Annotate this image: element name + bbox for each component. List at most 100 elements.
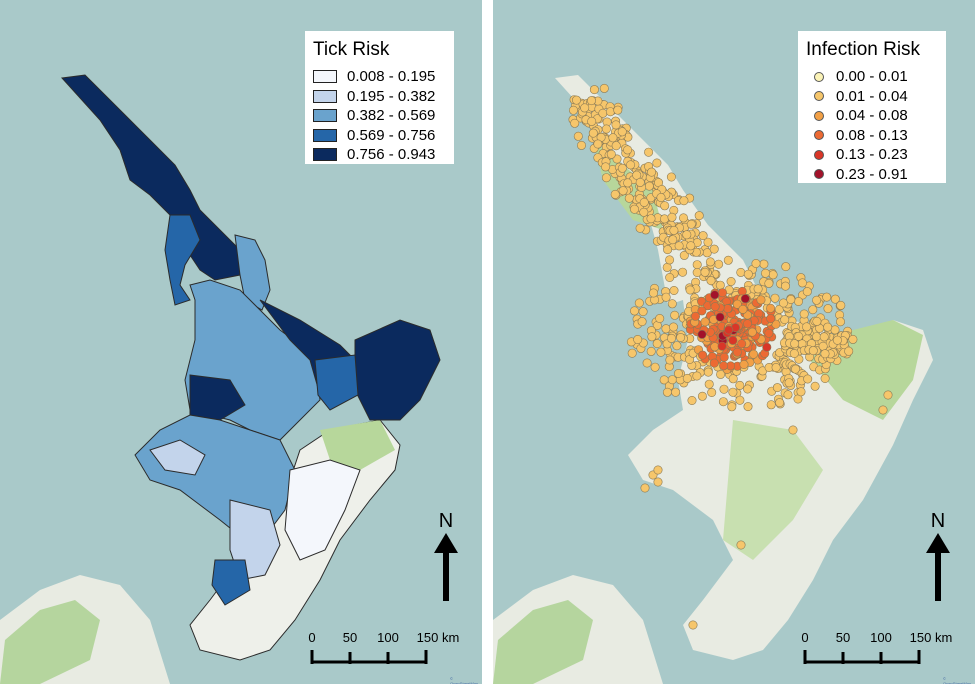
scale-label: 0 xyxy=(308,630,316,645)
infection-point xyxy=(618,186,628,196)
infection-point xyxy=(812,295,822,305)
infection-point xyxy=(775,398,785,408)
scale-bar-line xyxy=(803,650,921,664)
infection-point xyxy=(835,317,845,327)
infection-point xyxy=(698,350,708,360)
scale-label: 150 km xyxy=(416,630,460,645)
legend-label: 0.04 - 0.08 xyxy=(836,107,908,125)
infection-point xyxy=(700,317,710,327)
north-label: N xyxy=(930,510,946,532)
infection-point xyxy=(573,131,583,141)
infection-point xyxy=(646,346,656,356)
infection-point xyxy=(611,141,621,151)
infection-point xyxy=(794,331,804,341)
infection-point xyxy=(653,477,663,487)
infection-point xyxy=(706,276,716,286)
region-whakatane xyxy=(314,354,359,411)
legend-dot xyxy=(814,110,824,121)
infection-point xyxy=(692,267,702,277)
infection-point xyxy=(638,307,648,317)
infection-point xyxy=(732,299,742,309)
infection-point xyxy=(679,213,689,223)
infection-point xyxy=(679,196,689,206)
legend-dot xyxy=(814,149,824,160)
infection-point xyxy=(601,162,611,172)
scale-bar: 0 50 100 150 km xyxy=(795,630,952,680)
infection-point xyxy=(686,219,696,229)
infection-point xyxy=(633,334,643,344)
infection-point xyxy=(587,96,597,106)
legend-item: 0.23 - 0.91 xyxy=(806,165,946,185)
infection-point xyxy=(768,270,778,280)
infection-point xyxy=(676,332,686,342)
infection-point xyxy=(718,288,728,298)
legend-item: 0.04 - 0.08 xyxy=(806,106,946,126)
legend-swatch xyxy=(313,148,337,162)
infection-point xyxy=(580,103,590,113)
infection-point xyxy=(647,167,657,177)
scale-label: 0 xyxy=(801,630,809,645)
infection-point xyxy=(789,348,799,358)
infection-point xyxy=(705,257,715,267)
infection-point xyxy=(727,402,737,412)
infection-risk-map[interactable] xyxy=(493,0,975,684)
infection-point xyxy=(685,285,695,295)
central-forest xyxy=(723,420,823,560)
infection-point xyxy=(687,395,697,405)
infection-point xyxy=(608,133,618,143)
infection-point xyxy=(630,306,640,316)
infection-point xyxy=(626,160,636,170)
infection-point xyxy=(728,374,738,384)
infection-point xyxy=(770,293,780,303)
infection-point xyxy=(672,341,682,351)
infection-point xyxy=(799,309,809,319)
legend-label: 0.382 - 0.569 xyxy=(347,107,436,125)
legend-item: 0.00 - 0.01 xyxy=(806,67,946,87)
infection-point xyxy=(635,223,645,233)
map-attribution[interactable]: © OpenStreetMap xyxy=(450,676,479,684)
legend-label: 0.13 - 0.23 xyxy=(836,146,908,164)
scale-label: 50 xyxy=(342,630,358,645)
infection-point xyxy=(808,346,818,356)
infection-point xyxy=(639,197,649,207)
infection-point xyxy=(623,145,633,155)
infection-point xyxy=(655,313,665,323)
infection-point xyxy=(661,292,671,302)
infection-point xyxy=(587,116,597,126)
infection-point xyxy=(719,361,729,371)
legend-item: 0.195 - 0.382 xyxy=(313,87,454,107)
infection-point xyxy=(632,170,642,180)
infection-point xyxy=(728,387,738,397)
infection-point xyxy=(760,268,770,278)
legend-swatch xyxy=(313,109,337,123)
infection-point xyxy=(572,95,582,105)
infection-point xyxy=(644,147,654,157)
infection-point xyxy=(836,300,846,310)
scale-bar-line xyxy=(310,650,428,664)
infection-point xyxy=(667,333,677,343)
infection-point xyxy=(644,181,654,191)
infection-point xyxy=(710,302,720,312)
east-cape-forest xyxy=(320,420,395,470)
infection-point xyxy=(820,349,830,359)
infection-point xyxy=(589,85,599,95)
infection-point xyxy=(739,359,749,369)
infection-point xyxy=(674,241,684,251)
scale-label: 100 xyxy=(870,630,892,645)
legend-item: 0.13 - 0.23 xyxy=(806,145,946,165)
infection-point xyxy=(669,322,679,332)
legend-label: 0.23 - 0.91 xyxy=(836,165,908,183)
infection-point xyxy=(605,107,615,117)
infection-point xyxy=(812,316,822,326)
infection-point xyxy=(844,346,854,356)
infection-point xyxy=(606,149,616,159)
scale-label: 150 km xyxy=(909,630,953,645)
north-label: N xyxy=(438,510,454,532)
infection-point xyxy=(692,371,702,381)
infection-point xyxy=(617,127,627,137)
infection-point xyxy=(668,235,678,245)
legend-title: Tick Risk xyxy=(313,39,390,60)
infection-point xyxy=(753,284,763,294)
map-attribution[interactable]: © OpenStreetMap xyxy=(943,676,972,684)
infection-point xyxy=(717,341,727,351)
